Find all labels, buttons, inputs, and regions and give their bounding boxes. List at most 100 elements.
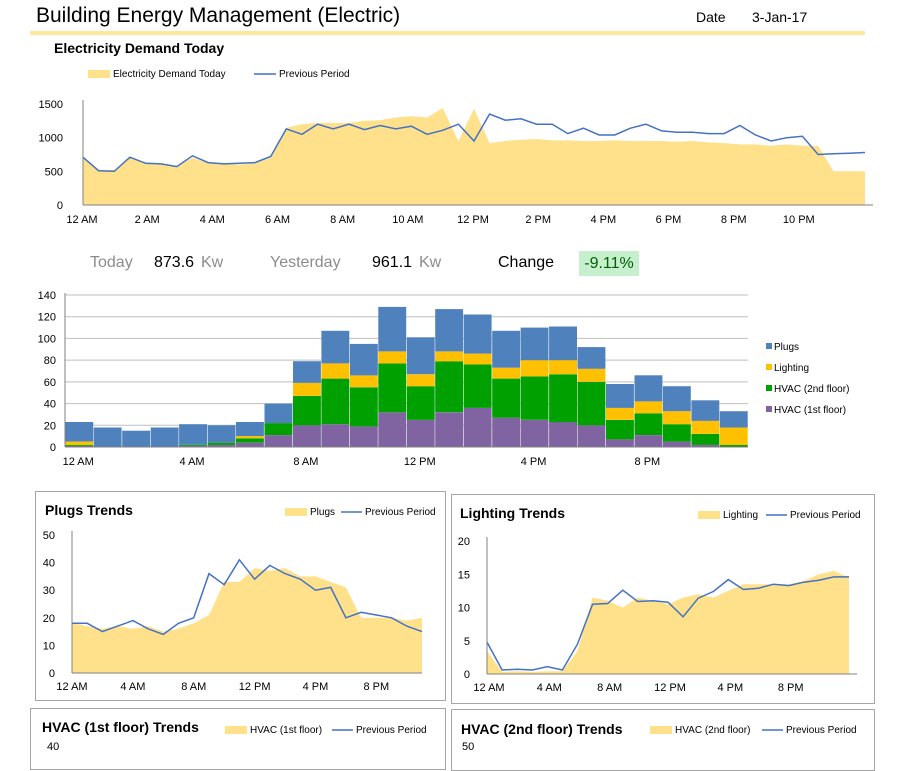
x-tick-label-4-pm: 4 PM (521, 456, 547, 468)
legend-lighting-label: Lighting (723, 510, 758, 521)
bar-plugs (150, 427, 179, 447)
y-tick-label-0: 0 (50, 442, 56, 454)
x-tick-label-4-am: 4 AM (120, 681, 145, 693)
x-tick-label-4-pm: 4 PM (303, 681, 329, 693)
bar-hvac-2nd-floor- (549, 374, 577, 423)
bar-hvac-1st-floor- (463, 407, 492, 447)
bar-lighting (662, 411, 691, 425)
bar-hvac-2nd-floor- (65, 444, 94, 446)
legend-swatch-hvac-2nd-floor- (766, 385, 772, 391)
bar-lighting (435, 351, 464, 362)
lighting-trends-chart: Lighting Trends Lighting Previous Period… (458, 505, 861, 694)
change-label: Change (498, 254, 555, 271)
y-tick-label-4: 80 (44, 355, 56, 367)
bar-hvac-2nd-floor- (435, 361, 464, 413)
bar-plugs (463, 314, 492, 354)
x-tick-label-8-am: 8 AM (597, 682, 622, 694)
x-tick-label-4-am: 4 AM (537, 682, 562, 694)
bar-hvac-2nd-floor- (236, 438, 264, 443)
bar-hvac-1st-floor- (520, 419, 549, 447)
y-tick-label-2: 10 (458, 603, 470, 615)
series-area-plugs (72, 568, 422, 673)
bar-hvac-2nd-floor- (321, 378, 350, 425)
bar-hvac-2nd-floor- (179, 444, 207, 446)
bar-lighting (606, 407, 634, 420)
bar-hvac-2nd-floor- (378, 363, 407, 413)
legend-plugs-label: Plugs (310, 507, 335, 518)
x-tick-label-10-am: 10 AM (392, 214, 423, 226)
x-tick-label-8-pm: 8 PM (721, 214, 747, 226)
legend-hvac1-swatch (225, 726, 247, 734)
x-tick-label-4-am: 4 AM (200, 214, 225, 226)
today-label: Today (90, 254, 133, 271)
x-tick-label-2-pm: 2 PM (525, 214, 551, 226)
x-tick-label-4-pm: 4 PM (590, 214, 616, 226)
x-tick-label-12-am: 12 AM (63, 456, 94, 468)
demand-chart: Electricity Demand Today Electricity Dem… (39, 40, 873, 226)
x-tick-label-8-am: 8 AM (293, 456, 318, 468)
bar-hvac-1st-floor- (691, 444, 720, 447)
plugs-trends-chart: Plugs Trends Plugs Previous Period 0 10 20… (43, 502, 436, 693)
bar-hvac-1st-floor- (577, 425, 606, 447)
bar-hvac-1st-floor- (662, 441, 691, 447)
bar-plugs (293, 361, 321, 383)
y-tick-label-0: 0 (464, 669, 470, 681)
x-tick-label-12-pm: 12 PM (239, 681, 271, 693)
yesterday-value: 961.1 (372, 254, 413, 271)
legend-label-plugs: Plugs (774, 342, 799, 353)
bar-plugs (719, 411, 748, 428)
legend-swatch-plugs (766, 343, 772, 349)
date-label: Date (696, 9, 726, 25)
x-tick-label-2-am: 2 AM (135, 214, 160, 226)
legend-lighting-previous-label: Previous Period (790, 510, 861, 521)
legend-swatch-lighting (766, 364, 772, 370)
series-area-electricity-demand-today (83, 108, 865, 205)
y-tick-label-4: 40 (43, 558, 55, 570)
legend-lighting-swatch (698, 511, 720, 519)
x-tick-label-6-am: 6 AM (265, 214, 290, 226)
bar-lighting (719, 427, 748, 445)
y-tick-label-4: 20 (458, 536, 470, 548)
bar-hvac-1st-floor- (264, 435, 293, 447)
bar-plugs (122, 430, 151, 447)
bar-hvac-2nd-floor- (719, 444, 748, 447)
y-tick-label-7: 140 (38, 290, 56, 302)
today-unit: Kw (201, 254, 224, 271)
x-tick-label-10-pm: 10 PM (783, 214, 815, 226)
bar-plugs (435, 309, 464, 352)
y-tick-label-2: 1000 (39, 133, 63, 145)
bar-plugs (321, 330, 350, 364)
bar-hvac-1st-floor- (349, 426, 378, 447)
bar-plugs (378, 306, 407, 352)
x-tick-label-6-pm: 6 PM (656, 214, 682, 226)
bar-hvac-1st-floor- (634, 435, 663, 447)
x-tick-label-12-am: 12 AM (66, 214, 97, 226)
bar-hvac-2nd-floor- (606, 419, 634, 440)
plugs-trends-title: Plugs Trends (45, 502, 133, 518)
lighting-trends-title: Lighting Trends (460, 505, 565, 521)
bar-plugs (93, 427, 122, 447)
y-tick-label-0: 0 (49, 668, 55, 680)
x-tick-label-12-pm: 12 PM (654, 682, 686, 694)
demand-chart-title: Electricity Demand Today (54, 40, 224, 56)
bar-plugs (179, 424, 207, 445)
y-tick-label-1: 10 (43, 640, 55, 652)
bar-hvac-2nd-floor- (293, 396, 321, 426)
bar-plugs (520, 327, 549, 361)
bar-hvac-1st-floor- (293, 425, 321, 447)
x-tick-label-8-am: 8 AM (181, 681, 206, 693)
bar-hvac-2nd-floor- (662, 424, 691, 442)
hvac2-ytick-top: 50 (462, 741, 474, 751)
bar-lighting (549, 360, 577, 375)
y-tick-label-1: 5 (464, 636, 470, 648)
bar-hvac-1st-floor- (378, 412, 407, 447)
y-tick-label-3: 30 (43, 585, 55, 597)
y-tick-label-6: 120 (38, 312, 56, 324)
y-tick-label-3: 1500 (39, 99, 63, 111)
x-tick-label-4-am: 4 AM (180, 456, 205, 468)
y-tick-label-2: 40 (44, 399, 56, 411)
legend-plugs-swatch (285, 508, 307, 516)
bar-plugs (549, 326, 577, 361)
bar-lighting (349, 375, 378, 388)
bar-hvac-2nd-floor- (264, 423, 293, 435)
